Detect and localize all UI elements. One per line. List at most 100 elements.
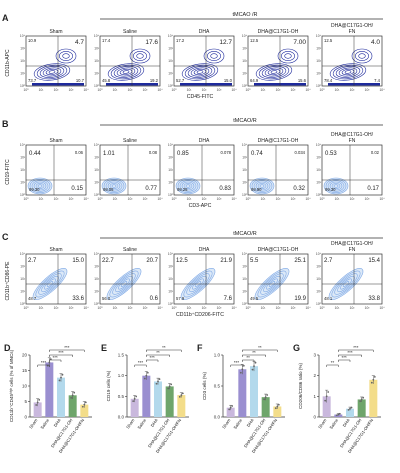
contour-line	[29, 179, 51, 193]
quadrant-lr: 0.77	[145, 186, 157, 192]
x-tick-label: 10⁰	[246, 306, 252, 310]
plot-frame	[247, 35, 309, 87]
y-tick-label: 10¹	[168, 290, 174, 294]
bar	[261, 397, 270, 417]
y-tick-label: 10²	[20, 59, 26, 63]
plot-title: Sham	[49, 138, 62, 144]
data-point	[373, 376, 376, 378]
quadrant-ul: 5.5	[250, 258, 259, 264]
quadrant-ul: 1.01	[103, 151, 115, 157]
contour-line	[107, 181, 121, 191]
quadrant-ul: 12.5	[324, 38, 333, 43]
data-point	[360, 398, 363, 401]
contour-line	[177, 179, 199, 193]
significance-label: **	[331, 360, 335, 365]
bar	[346, 408, 354, 417]
contour-line	[136, 53, 144, 59]
data-point	[71, 394, 74, 397]
contour-line	[270, 70, 278, 74]
x-tick-label: 10¹	[261, 197, 267, 201]
category-label: Saline	[328, 417, 339, 430]
contour-line	[340, 278, 352, 290]
data-point	[335, 414, 338, 417]
y-tick-label: 0.0	[214, 415, 221, 420]
contour-line	[261, 66, 287, 78]
data-point	[347, 408, 350, 411]
x-tick-label: 10⁴	[379, 88, 385, 92]
significance-label: ***	[41, 360, 47, 365]
contour-line	[334, 273, 358, 295]
contour-line	[185, 184, 191, 188]
data-point	[132, 400, 135, 403]
y-tick-label: 10⁰	[168, 84, 174, 88]
x-tick-label: 10³	[365, 197, 371, 201]
contour-line	[333, 184, 339, 188]
y-tick-label: 10⁰	[20, 193, 26, 197]
bar	[322, 396, 331, 417]
contour-line	[129, 48, 151, 64]
contour-fill	[102, 178, 126, 194]
y-tick-label: 10⁰	[168, 193, 174, 197]
significance-label: **	[162, 345, 166, 350]
contour-line	[180, 268, 216, 300]
significance-bracket	[338, 349, 374, 352]
contour-line	[36, 64, 68, 80]
data-point	[349, 407, 351, 410]
y-tick-label: 10⁰	[20, 84, 26, 88]
y-tick-label: 10²	[242, 168, 248, 172]
y-tick-label: 1.0	[118, 373, 125, 378]
quadrant-ll: 45.8	[102, 78, 111, 83]
contour-line	[266, 278, 278, 290]
x-tick-label: 10⁰	[246, 88, 252, 92]
y-tick-label: 10³	[242, 265, 248, 269]
contour-line	[253, 180, 271, 192]
y-tick-label: 10⁴	[316, 34, 322, 38]
contour-line	[344, 70, 352, 74]
y-tick-label: 20	[22, 353, 28, 358]
bar	[357, 399, 366, 417]
y-tick-label: 10¹	[316, 72, 322, 76]
x-tick-label: 10¹	[261, 306, 267, 310]
y-tick-label: 10³	[20, 156, 26, 160]
x-tick-label: 10⁰	[24, 306, 30, 310]
x-tick-label: 10⁴	[305, 306, 311, 310]
bar	[177, 395, 186, 417]
data-point	[337, 413, 340, 416]
significance-bracket	[326, 364, 339, 367]
contour-line	[111, 184, 117, 188]
x-tick-label: 10¹	[187, 88, 193, 92]
contour-line	[259, 184, 265, 188]
x-tick-label: 10²	[54, 197, 60, 201]
y-tick-label: 10¹	[242, 290, 248, 294]
y-tick-label: 10³	[242, 156, 248, 160]
quadrant-ll: 78.4	[324, 78, 333, 83]
contour-line	[101, 177, 127, 195]
bar	[334, 414, 343, 417]
significance-label: ***	[150, 355, 156, 360]
y-tick-label: 10⁴	[94, 143, 100, 147]
quadrant-ul: 0.85	[177, 151, 189, 157]
y-tick-label: 10¹	[168, 72, 174, 76]
x-tick-label: 10²	[276, 197, 282, 201]
data-point	[266, 394, 269, 396]
contour-line	[196, 70, 204, 74]
bar	[130, 398, 139, 417]
y-axis-label: CD19 cells (%)	[106, 370, 111, 401]
data-point	[143, 377, 146, 380]
contour-line	[37, 184, 43, 188]
group-header-C: tMCAO/R	[233, 231, 257, 237]
y-tick-label: 10⁰	[94, 302, 100, 306]
quadrant-ul: 0.53	[325, 151, 337, 157]
contour-line	[133, 51, 147, 61]
x-tick-label: 10⁴	[83, 197, 89, 201]
quadrant-lr: 19.9	[294, 296, 306, 302]
x-tick-label: 10³	[143, 306, 149, 310]
x-axis-label-A: CD45-FITC	[187, 94, 214, 100]
x-tick-label: 10¹	[335, 306, 341, 310]
quadrant-ur: 17.6	[145, 39, 158, 46]
quadrant-ul: 0.74	[251, 151, 263, 157]
y-axis-label-A: CD11b-APC	[5, 49, 11, 77]
